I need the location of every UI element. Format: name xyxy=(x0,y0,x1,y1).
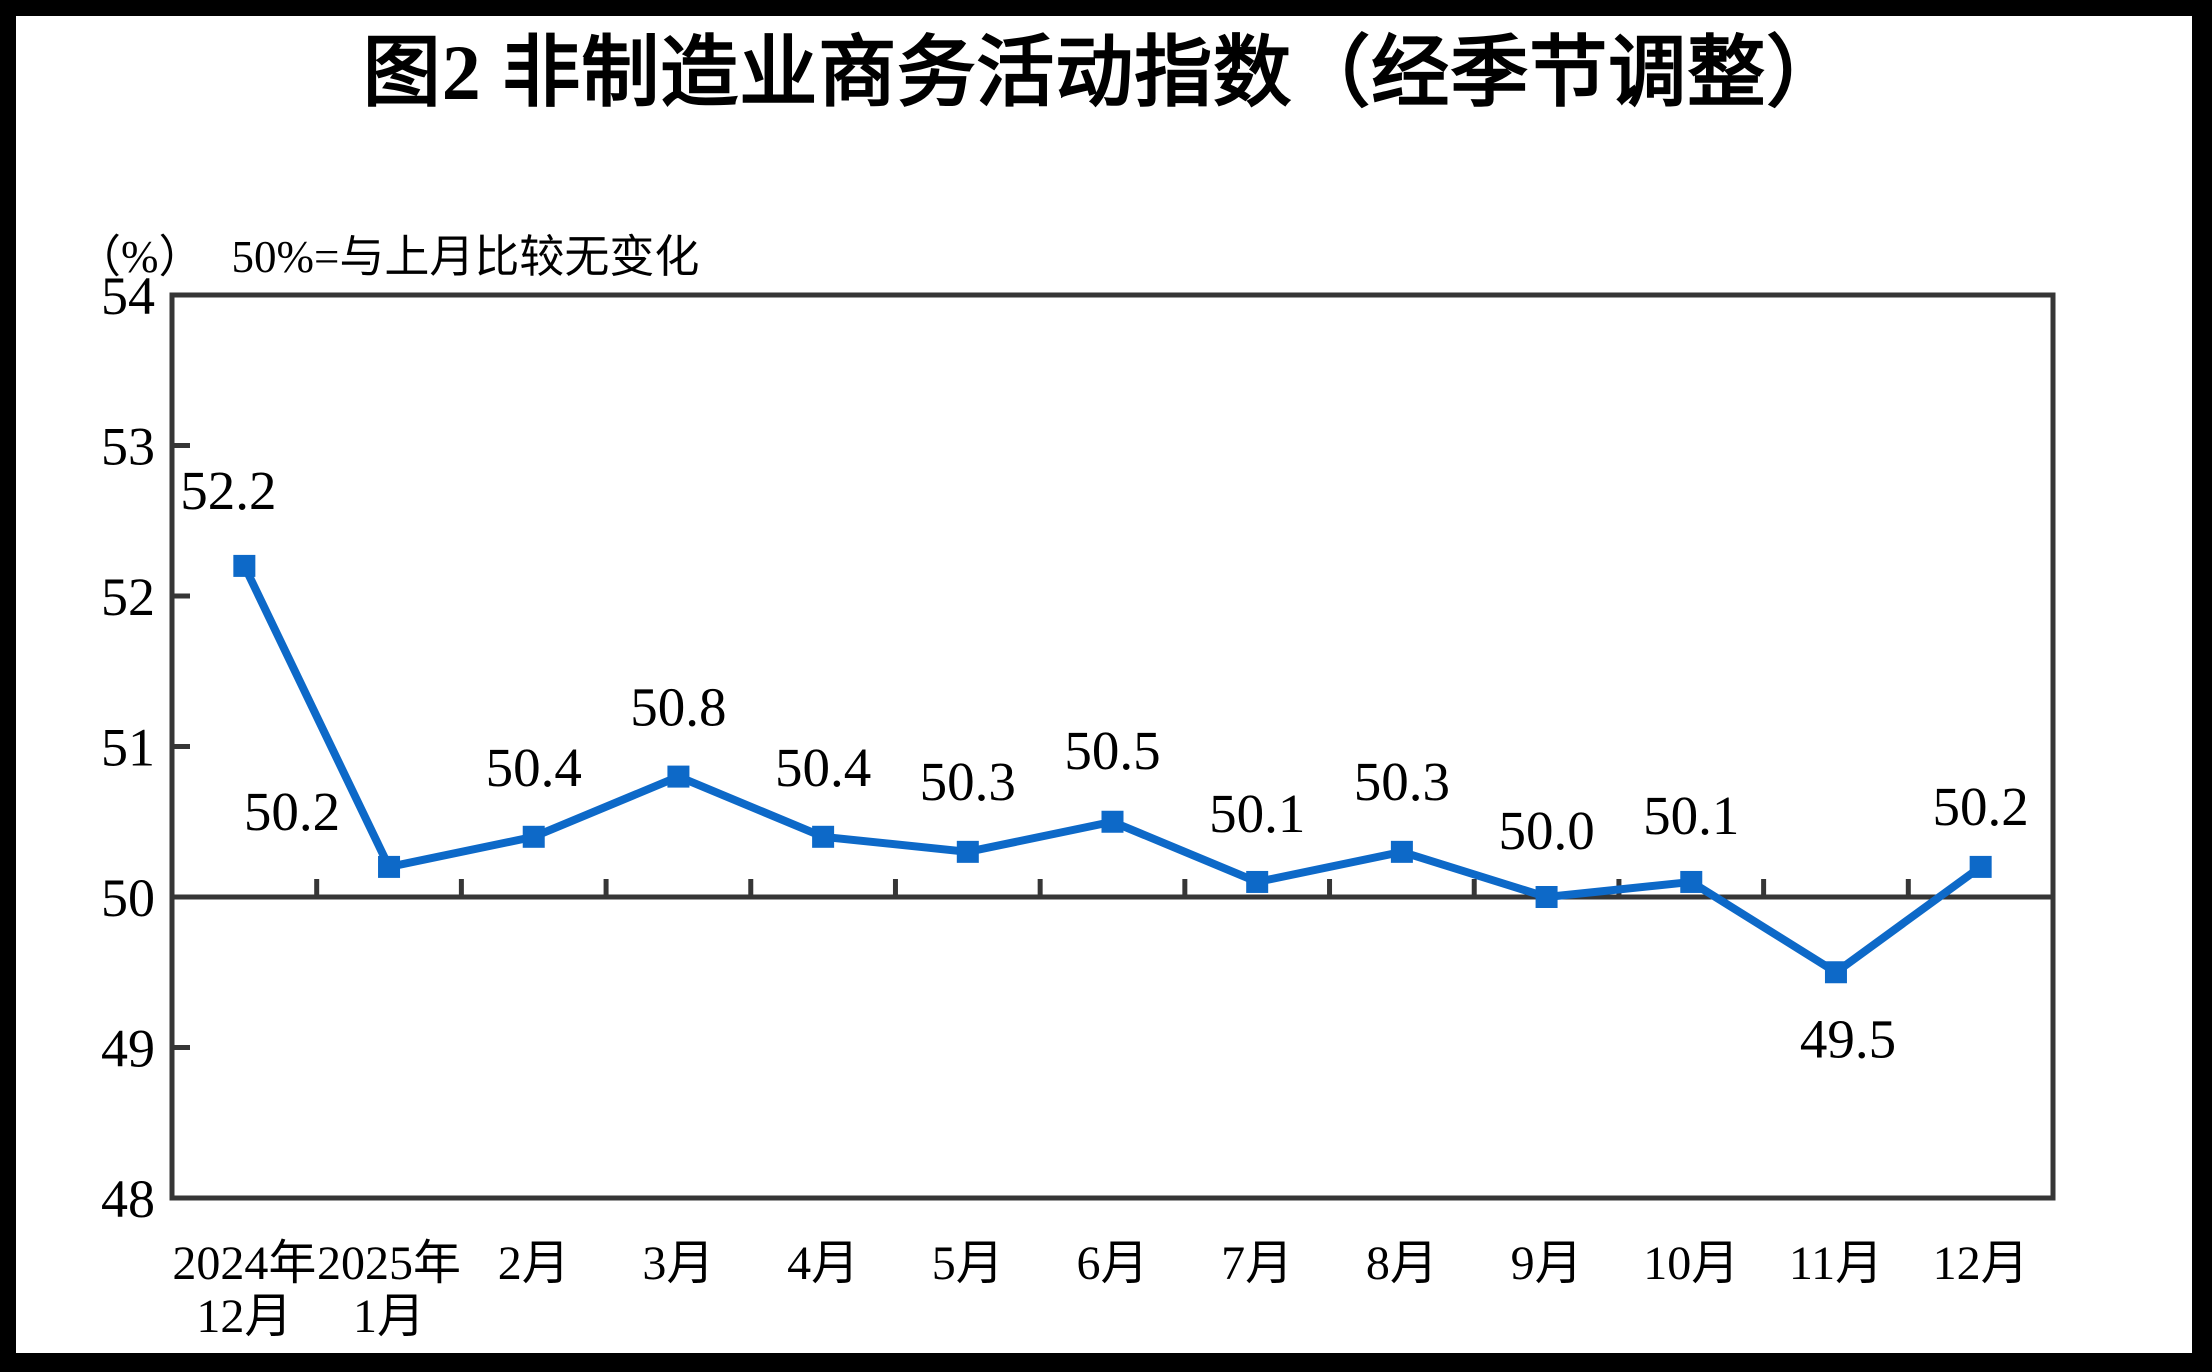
data-point-label: 50.0 xyxy=(1498,800,1594,861)
figure-canvas: 图2 非制造业商务活动指数（经季节调整） （%） 50%=与上月比较无变化 48… xyxy=(16,16,2192,1353)
data-point-label: 50.1 xyxy=(1209,783,1305,844)
data-point-label: 50.3 xyxy=(920,751,1016,812)
x-axis-label: 9月 xyxy=(1511,1237,1583,1290)
x-axis-label: 2月 xyxy=(498,1237,570,1290)
x-axis-label: 8月 xyxy=(1366,1237,1438,1290)
data-point-marker xyxy=(956,840,979,863)
data-point-label: 50.3 xyxy=(1354,751,1450,812)
x-axis-label: 3月 xyxy=(642,1237,714,1290)
baseline-note: 50%=与上月比较无变化 xyxy=(231,232,700,282)
data-point-label: 50.4 xyxy=(486,737,582,798)
data-point-marker xyxy=(1535,886,1558,908)
x-axis-label: 7月 xyxy=(1221,1237,1293,1290)
x-axis-label: 2024年 xyxy=(172,1237,316,1290)
x-axis-label: 4月 xyxy=(787,1237,859,1290)
x-axis-label: 12月 xyxy=(1933,1237,2029,1290)
data-point-label: 50.2 xyxy=(1933,776,2029,837)
data-point-marker xyxy=(233,554,256,577)
y-axis-tick-label: 51 xyxy=(101,718,155,778)
data-point-marker xyxy=(1824,961,1847,984)
x-axis-label: 2025年 xyxy=(317,1237,461,1290)
y-axis-tick-label: 53 xyxy=(101,417,155,477)
data-point-label: 50.1 xyxy=(1643,785,1739,846)
axis-subtitle-row: （%） 50%=与上月比较无变化 xyxy=(76,220,699,285)
data-point-marker xyxy=(378,855,401,878)
data-point-marker xyxy=(522,825,545,848)
x-axis-label: 11月 xyxy=(1789,1237,1883,1290)
chart-svg: 48 49 50 51 52 53 54 52.2 50.2 50.4 50.8 50.4 50.3 50… xyxy=(101,266,2056,1343)
y-axis-tick-label: 50 xyxy=(101,868,155,928)
data-point-marker xyxy=(1101,810,1124,833)
x-axis-label: 10月 xyxy=(1643,1237,1739,1290)
data-point-marker xyxy=(1246,870,1269,893)
chart-title: 图2 非制造业商务活动指数（经季节调整） xyxy=(362,29,1846,116)
x-axis-label: 12月 xyxy=(196,1290,292,1343)
x-axis-label: 5月 xyxy=(932,1237,1004,1290)
data-point-label: 50.5 xyxy=(1064,720,1160,781)
data-point-marker xyxy=(1680,870,1703,893)
x-axis-label: 6月 xyxy=(1076,1237,1148,1290)
y-axis-tick-label: 49 xyxy=(101,1019,155,1079)
data-point-marker xyxy=(812,825,835,848)
y-axis-tick-label: 54 xyxy=(101,266,155,326)
x-axis-label: 1月 xyxy=(353,1290,425,1343)
data-point-marker xyxy=(1969,855,1992,878)
data-point-marker xyxy=(667,765,690,788)
data-point-label: 52.2 xyxy=(180,460,276,521)
data-point-label: 50.4 xyxy=(775,737,871,798)
data-point-label: 50.2 xyxy=(244,781,340,842)
data-point-marker xyxy=(1390,840,1413,863)
y-axis-tick-label: 48 xyxy=(101,1169,155,1229)
data-point-label: 50.8 xyxy=(630,677,726,738)
data-point-label: 49.5 xyxy=(1800,1008,1896,1069)
y-axis-unit-label: （%） xyxy=(76,232,204,282)
y-axis-tick-label: 52 xyxy=(101,567,155,627)
